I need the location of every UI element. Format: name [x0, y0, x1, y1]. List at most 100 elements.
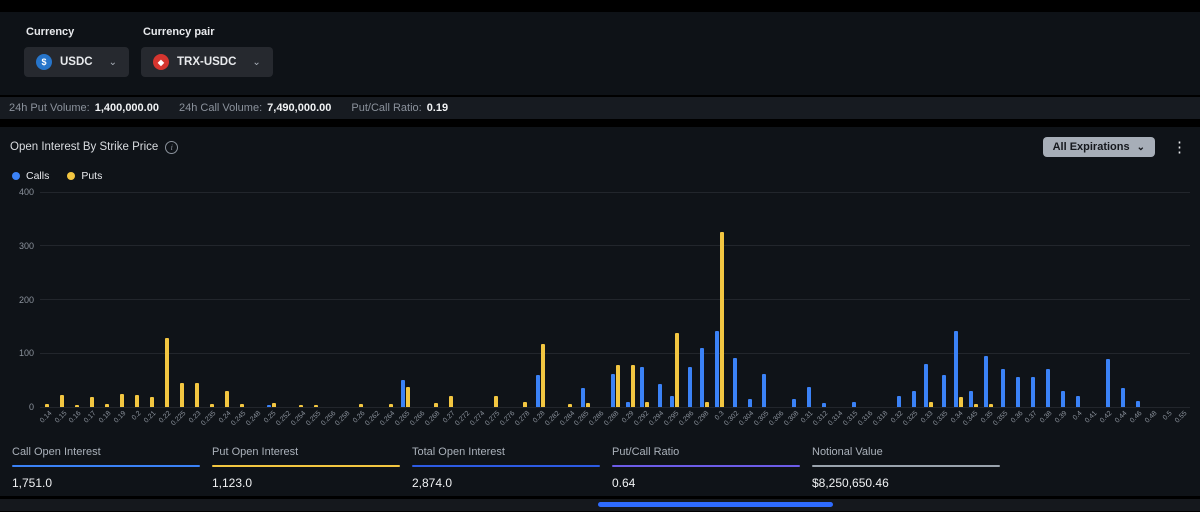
bar-group-0.18[interactable] [100, 192, 115, 407]
x-tick-cell: 0.19 [113, 407, 130, 443]
bar-group-0.2[interactable] [130, 192, 145, 407]
bar-group-0.304[interactable] [742, 192, 757, 407]
bar-group-0.22[interactable] [160, 192, 175, 407]
bar-group-0.252[interactable] [279, 192, 294, 407]
bar-group-0.306[interactable] [772, 192, 787, 407]
bar-group-0.3[interactable] [712, 192, 727, 407]
x-tick-cell: 0.305 [753, 407, 772, 443]
bar-group-0.278[interactable] [518, 192, 533, 407]
bar-group-0.4[interactable] [1071, 192, 1086, 407]
bar-group-0.315[interactable] [847, 192, 862, 407]
bar-group-0.14[interactable] [40, 192, 55, 407]
bar-group-0.294[interactable] [652, 192, 667, 407]
bar-group-0.254[interactable] [294, 192, 309, 407]
bar-group-0.29[interactable] [623, 192, 638, 407]
bar-group-0.268[interactable] [428, 192, 443, 407]
calls-bar [267, 404, 272, 407]
bar-group-0.256[interactable] [324, 192, 339, 407]
bar-group-0.285[interactable] [578, 192, 593, 407]
bar-group-0.318[interactable] [877, 192, 892, 407]
kebab-menu-icon[interactable]: ⋮ [1172, 138, 1187, 156]
bar-group-0.32[interactable] [891, 192, 906, 407]
bar-group-0.16[interactable] [70, 192, 85, 407]
bar-group-0.288[interactable] [608, 192, 623, 407]
horizontal-scrollbar [0, 499, 1200, 511]
bar-chart: 0 100 200 300 400 [10, 187, 1190, 412]
bar-group-0.274[interactable] [473, 192, 488, 407]
bar-group-0.262[interactable] [369, 192, 384, 407]
bar-group-0.314[interactable] [832, 192, 847, 407]
info-icon[interactable]: i [165, 140, 179, 154]
bar-group-0.48[interactable] [1145, 192, 1160, 407]
bar-group-0.265[interactable] [399, 192, 414, 407]
bar-group-0.21[interactable] [145, 192, 160, 407]
x-tick-cell: 0.298 [693, 407, 712, 443]
bar-group-0.36[interactable] [1011, 192, 1026, 407]
bar-group-0.46[interactable] [1130, 192, 1145, 407]
x-tick-label: 0.21 [143, 410, 158, 425]
bar-group-0.26[interactable] [354, 192, 369, 407]
bar-group-0.42[interactable] [1101, 192, 1116, 407]
scrollbar-thumb[interactable] [598, 502, 833, 507]
bar-group-0.44[interactable] [1116, 192, 1131, 407]
bar-group-0.308[interactable] [787, 192, 802, 407]
legend-item-puts[interactable]: Puts [67, 170, 102, 182]
currency-dropdown[interactable]: $ USDC ⌄ [24, 47, 129, 77]
bar-group-0.264[interactable] [384, 192, 399, 407]
bar-group-0.335[interactable] [936, 192, 951, 407]
summary-stat-call-open-interest: Call Open Interest 1,751.0 [12, 446, 212, 490]
bar-group-0.55[interactable] [1175, 192, 1190, 407]
bar-group-0.295[interactable] [667, 192, 682, 407]
bar-group-0.33[interactable] [921, 192, 936, 407]
bar-group-0.248[interactable] [249, 192, 264, 407]
legend-item-calls[interactable]: Calls [12, 170, 49, 182]
bar-group-0.345[interactable] [966, 192, 981, 407]
bar-group-0.355[interactable] [996, 192, 1011, 407]
bar-group-0.325[interactable] [906, 192, 921, 407]
bar-group-0.286[interactable] [593, 192, 608, 407]
bar-group-0.298[interactable] [697, 192, 712, 407]
bar-group-0.316[interactable] [862, 192, 877, 407]
expirations-filter-button[interactable]: All Expirations ⌄ [1042, 137, 1155, 157]
bar-group-0.27[interactable] [443, 192, 458, 407]
calls-bar [954, 330, 959, 407]
bar-group-0.25[interactable] [264, 192, 279, 407]
bar-group-0.24[interactable] [219, 192, 234, 407]
bar-group-0.296[interactable] [682, 192, 697, 407]
bar-group-0.225[interactable] [174, 192, 189, 407]
bar-group-0.266[interactable] [413, 192, 428, 407]
bar-group-0.23[interactable] [189, 192, 204, 407]
bar-group-0.275[interactable] [488, 192, 503, 407]
x-tick-label: 0.55 [1173, 410, 1189, 425]
bar-group-0.19[interactable] [115, 192, 130, 407]
currency-pair-dropdown[interactable]: ◆ TRX-USDC ⌄ [140, 47, 273, 77]
bar-group-0.38[interactable] [1041, 192, 1056, 407]
puts-bar [406, 386, 411, 407]
bar-group-0.292[interactable] [638, 192, 653, 407]
bar-group-0.272[interactable] [458, 192, 473, 407]
bar-group-0.282[interactable] [548, 192, 563, 407]
bar-group-0.28[interactable] [533, 192, 548, 407]
bar-group-0.5[interactable] [1160, 192, 1175, 407]
call-volume-stat: 24h Call Volume: 7,490,000.00 [179, 102, 331, 114]
chart-legend: Calls Puts [12, 170, 1190, 182]
bar-group-0.31[interactable] [802, 192, 817, 407]
bar-group-0.17[interactable] [85, 192, 100, 407]
bar-group-0.235[interactable] [204, 192, 219, 407]
bar-group-0.305[interactable] [757, 192, 772, 407]
put-volume-stat: 24h Put Volume: 1,400,000.00 [9, 102, 159, 114]
bar-group-0.284[interactable] [563, 192, 578, 407]
bar-group-0.37[interactable] [1026, 192, 1041, 407]
bar-group-0.34[interactable] [951, 192, 966, 407]
bar-group-0.258[interactable] [339, 192, 354, 407]
bar-group-0.302[interactable] [727, 192, 742, 407]
bar-group-0.276[interactable] [503, 192, 518, 407]
bar-group-0.245[interactable] [234, 192, 249, 407]
bar-group-0.312[interactable] [817, 192, 832, 407]
bar-group-0.35[interactable] [981, 192, 996, 407]
bar-group-0.255[interactable] [309, 192, 324, 407]
bar-group-0.41[interactable] [1086, 192, 1101, 407]
bar-group-0.39[interactable] [1056, 192, 1071, 407]
bar-group-0.15[interactable] [55, 192, 70, 407]
puts-bar [209, 403, 214, 407]
